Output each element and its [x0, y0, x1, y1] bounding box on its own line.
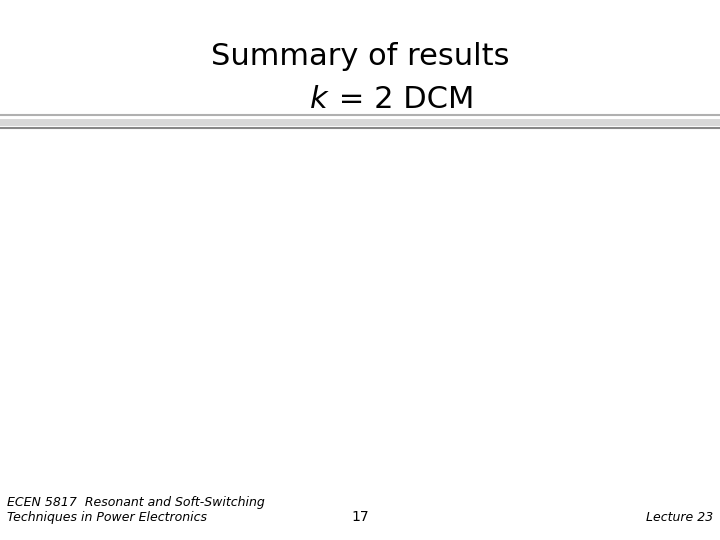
- Text: k: k: [310, 85, 328, 114]
- Text: = 2 DCM: = 2 DCM: [329, 85, 474, 114]
- Text: ECEN 5817  Resonant and Soft-Switching
Techniques in Power Electronics: ECEN 5817 Resonant and Soft-Switching Te…: [7, 496, 265, 524]
- Text: Lecture 23: Lecture 23: [646, 511, 713, 524]
- Text: 17: 17: [351, 510, 369, 524]
- Text: Summary of results: Summary of results: [211, 42, 509, 71]
